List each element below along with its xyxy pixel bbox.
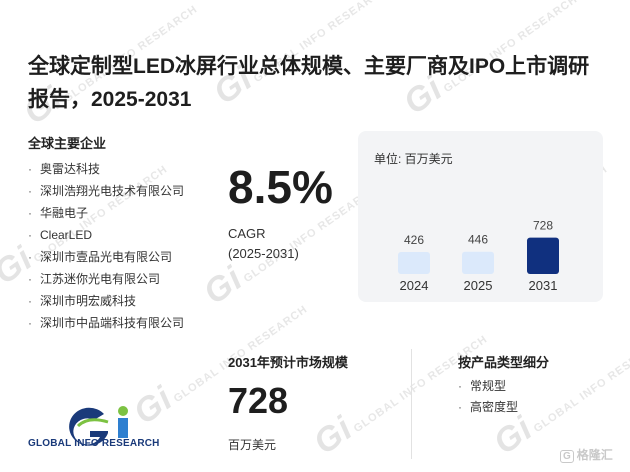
global-info-research-logo (69, 406, 128, 446)
cagr-range: (2025-2031) (228, 246, 299, 261)
company-item: 深圳浩翔光电技术有限公司 (28, 180, 203, 202)
segment-item: 高密度型 (458, 397, 518, 418)
badge-g-icon: G (560, 450, 574, 463)
cagr-label: CAGR (228, 226, 266, 241)
segment-list: 常规型 高密度型 (458, 376, 518, 418)
bar-value-label: 446 (468, 233, 488, 247)
company-item: 深圳市中品端科技有限公司 (28, 312, 203, 334)
market-size-value: 728 (228, 380, 289, 421)
market-size-unit: 百万美元 (228, 438, 277, 452)
bar-category-label: 2031 (529, 278, 558, 293)
bar-2031 (527, 237, 559, 274)
companies-heading: 全球主要企业 (28, 136, 107, 151)
bar-value-label: 426 (404, 233, 424, 247)
cagr-value: 8.5% (228, 161, 333, 213)
badge-label: 格隆汇 (576, 448, 613, 462)
company-list: 奥雷达科技 深圳浩翔光电技术有限公司 华融电子 ClearLED 深圳市壹品光电… (28, 158, 203, 334)
company-item: 深圳市壹品光电有限公司 (28, 246, 203, 268)
company-item: ClearLED (28, 224, 203, 246)
bar-category-label: 2024 (400, 278, 429, 293)
source-badge: G 格隆汇 (560, 446, 613, 463)
report-title: 全球定制型LED冰屏行业总体规模、主要厂商及IPO上市调研报告，2025-203… (28, 55, 590, 111)
logo-text: GLOBAL INFO RESEARCH (28, 438, 160, 449)
bar-2024 (398, 252, 430, 274)
market-size-heading: 2031年预计市场规模 (228, 355, 348, 370)
chart-unit-label: 单位: 百万美元 (374, 152, 453, 166)
company-item: 江苏迷你光电有限公司 (28, 268, 203, 290)
market-bar-chart: 426 2024 446 2025 728 2031 (398, 219, 559, 293)
bar-category-label: 2025 (464, 278, 493, 293)
market-chart-card: 单位: 百万美元 426 2024 446 2025 728 2031 (358, 131, 603, 302)
section-divider (411, 349, 412, 459)
bar-value-label: 728 (533, 219, 553, 233)
company-item: 华融电子 (28, 202, 203, 224)
segment-item: 常规型 (458, 376, 518, 397)
company-item: 深圳市明宏威科技 (28, 290, 203, 312)
segment-heading: 按产品类型细分 (458, 355, 550, 370)
company-item: 奥雷达科技 (28, 158, 203, 180)
bar-2025 (462, 251, 494, 274)
